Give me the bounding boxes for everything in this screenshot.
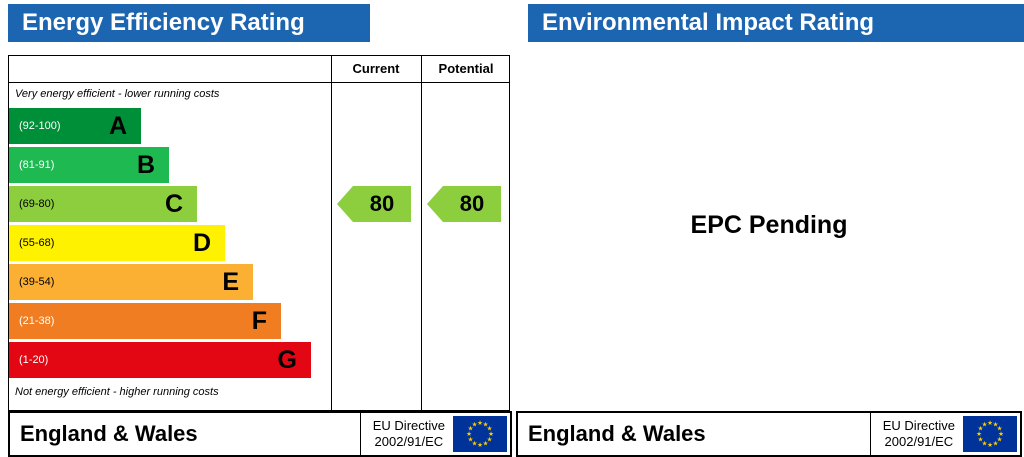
eu-directive-line1: EU Directive	[372, 417, 445, 433]
environmental-impact-panel: EPC Pending	[514, 45, 1024, 405]
eu-directive-label: EU Directive 2002/91/EC	[373, 418, 445, 451]
svg-text:★: ★	[982, 421, 988, 429]
band-g: (1-20) G	[9, 342, 311, 378]
epc-pending-status: EPC Pending	[690, 210, 848, 239]
band-e: (39-54) E	[9, 264, 253, 300]
svg-text:★: ★	[997, 436, 1003, 444]
svg-text:★: ★	[987, 419, 993, 427]
band-a-range: (92-100)	[19, 120, 61, 132]
svg-text:★: ★	[472, 421, 478, 429]
potential-arrow-point-icon	[427, 186, 443, 222]
svg-text:★: ★	[997, 425, 1003, 433]
potential-rating-arrow: 80	[427, 186, 501, 222]
current-column-header: Current	[352, 61, 400, 76]
environmental-impact-title: Environmental Impact Rating	[528, 4, 1024, 42]
band-a: (92-100) A	[9, 108, 141, 144]
svg-text:★: ★	[487, 436, 493, 444]
eu-flag-icon: ★ ★★ ★★★ ★★★ ★★★	[453, 416, 507, 452]
eu-directive-line2: 2002/91/EC	[374, 434, 444, 449]
svg-text:★: ★	[468, 436, 474, 444]
svg-text:★: ★	[978, 436, 984, 444]
svg-text:★: ★	[998, 430, 1004, 438]
header-divider	[9, 82, 509, 83]
current-column-divider	[331, 56, 332, 410]
eu-directive-group: EU Directive 2002/91/EC ★ ★ ★ ★ ★ ★ ★ ★ ★ ★ ★ ★	[359, 413, 510, 455]
svg-text:★: ★	[487, 425, 493, 433]
potential-column-divider	[421, 56, 422, 410]
svg-text:★: ★	[976, 430, 982, 438]
svg-text:★: ★	[466, 430, 472, 438]
potential-column-header: Potential	[438, 61, 494, 76]
band-b: (81-91) B	[9, 147, 169, 183]
band-f-letter: F	[251, 306, 267, 335]
energy-footer: England & Wales EU Directive 2002/91/EC …	[8, 411, 512, 457]
svg-text:★: ★	[468, 425, 474, 433]
eu-directive-label: EU Directive 2002/91/EC	[883, 418, 955, 451]
band-c: (69-80) C	[9, 186, 197, 222]
current-arrow-point-icon	[337, 186, 353, 222]
band-g-range: (1-20)	[19, 354, 49, 366]
band-d-range: (55-68)	[19, 237, 55, 249]
svg-text:★: ★	[488, 430, 494, 438]
energy-efficiency-title: Energy Efficiency Rating	[8, 4, 370, 42]
rating-bands: (92-100) A (81-91) B (69-80) C (55-68) D…	[9, 108, 331, 381]
band-d-letter: D	[192, 228, 211, 257]
bottom-note: Not energy efficient - higher running co…	[15, 386, 219, 398]
region-label: England & Wales	[528, 421, 706, 446]
band-e-letter: E	[222, 267, 239, 296]
svg-text:★: ★	[982, 440, 988, 448]
svg-text:★: ★	[993, 440, 999, 448]
energy-efficiency-chart: Current Potential Very energy efficient …	[8, 55, 510, 411]
band-f: (21-38) F	[9, 303, 281, 339]
eu-directive-line1: EU Directive	[882, 417, 955, 433]
environmental-footer: England & Wales EU Directive 2002/91/EC …	[516, 411, 1022, 457]
top-note: Very energy efficient - lower running co…	[15, 88, 220, 100]
svg-text:★: ★	[993, 421, 999, 429]
eu-directive-group: EU Directive 2002/91/EC ★ ★ ★ ★ ★ ★ ★ ★ ★ ★ ★ ★	[869, 413, 1020, 455]
band-a-letter: A	[108, 111, 127, 140]
svg-text:★: ★	[483, 440, 489, 448]
current-rating-arrow: 80	[337, 186, 411, 222]
eu-directive-line2: 2002/91/EC	[884, 434, 954, 449]
band-b-range: (81-91)	[19, 159, 55, 171]
band-d: (55-68) D	[9, 225, 225, 261]
band-e-range: (39-54)	[19, 276, 55, 288]
band-b-letter: B	[136, 150, 155, 179]
current-rating-value: 80	[353, 186, 411, 222]
svg-text:★: ★	[472, 440, 478, 448]
band-c-letter: C	[164, 189, 183, 218]
svg-text:★: ★	[477, 441, 483, 449]
band-f-range: (21-38)	[19, 315, 55, 327]
region-label: England & Wales	[20, 421, 198, 446]
svg-text:★: ★	[483, 421, 489, 429]
eu-flag-icon: ★ ★★ ★★★ ★★★ ★★★	[963, 416, 1017, 452]
svg-text:★: ★	[978, 425, 984, 433]
band-g-letter: G	[277, 345, 297, 374]
svg-text:★: ★	[987, 441, 993, 449]
potential-rating-value: 80	[443, 186, 501, 222]
svg-text:★: ★	[477, 419, 483, 427]
band-c-range: (69-80)	[19, 198, 55, 210]
